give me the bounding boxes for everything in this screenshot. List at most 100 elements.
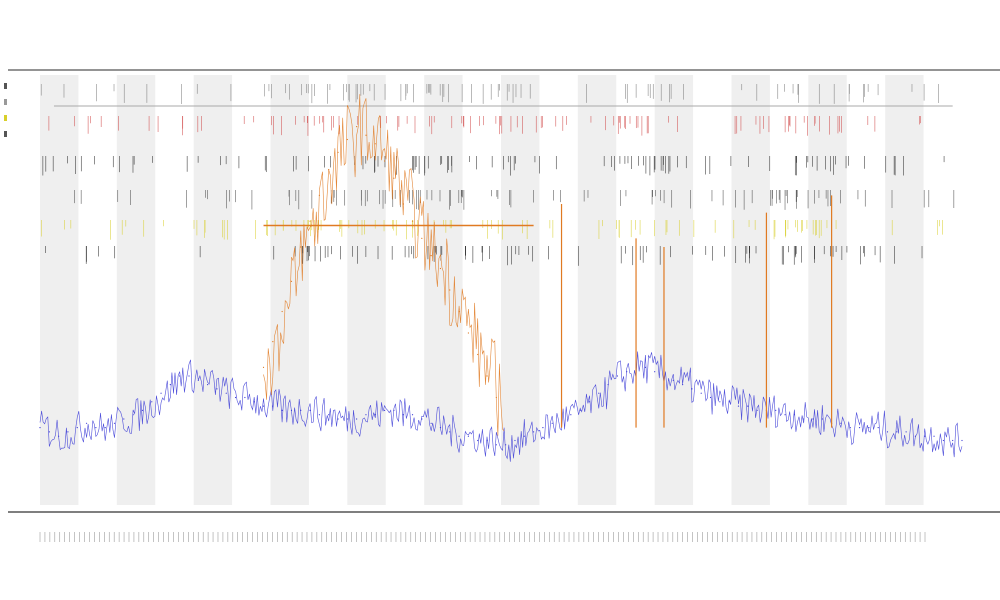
series-point: [551, 422, 553, 424]
legend: [4, 83, 7, 137]
series-point: [458, 310, 460, 313]
series-point: [570, 414, 572, 416]
band-14: [577, 75, 617, 505]
series-point: [374, 414, 376, 416]
series-point: [328, 414, 330, 416]
x-tick-labels: [39, 532, 926, 542]
series-point: [48, 431, 50, 433]
band-0: [40, 75, 79, 505]
series-point: [383, 160, 386, 162]
series-point: [272, 341, 274, 343]
series-point: [523, 435, 525, 437]
band-22: [885, 75, 924, 505]
legend-swatch-0: [4, 83, 7, 89]
series-point: [346, 418, 348, 420]
series-point: [374, 143, 376, 145]
series-point: [654, 371, 656, 373]
background-bands: [40, 75, 924, 505]
band-18: [731, 75, 770, 505]
series-point: [812, 418, 814, 420]
series-point: [486, 439, 488, 442]
series-point: [430, 422, 432, 424]
series-point: [179, 375, 181, 377]
series-point: [700, 392, 702, 394]
series-point: [169, 384, 171, 386]
series-point: [505, 444, 507, 446]
series-point: [411, 414, 414, 416]
series-point: [421, 237, 423, 239]
series-point: [775, 409, 777, 411]
series-point: [300, 246, 302, 248]
series-point: [728, 401, 730, 403]
series-point: [933, 435, 935, 437]
legend-swatch-1: [4, 99, 7, 105]
series-point: [290, 409, 293, 411]
series-lines: [39, 94, 963, 462]
series-point: [849, 427, 851, 429]
series-point: [868, 427, 870, 429]
series-point: [95, 427, 97, 429]
series-point: [458, 435, 460, 437]
track-row-1: [40, 84, 939, 104]
series-point: [719, 401, 721, 403]
series-point: [337, 418, 339, 420]
series-point: [952, 439, 954, 442]
series-point: [542, 427, 544, 429]
series-point: [393, 177, 395, 179]
series-point: [682, 384, 684, 386]
series-point: [896, 431, 898, 433]
series-point: [244, 396, 246, 399]
series-point: [840, 422, 842, 424]
series-point: [756, 409, 758, 411]
series-point: [532, 431, 535, 433]
series-point: [821, 418, 823, 420]
series-point: [607, 384, 609, 386]
series-point: [784, 414, 786, 416]
series-point: [262, 366, 265, 368]
series-point: [272, 405, 274, 407]
series-point: [253, 401, 255, 403]
series-point: [905, 431, 907, 433]
series-point: [113, 422, 116, 424]
series-point: [262, 405, 265, 407]
series-point: [961, 439, 963, 442]
series-point: [104, 427, 106, 429]
series-point: [76, 427, 78, 429]
series-point: [467, 332, 470, 334]
series-point: [793, 414, 795, 416]
series-point: [421, 418, 423, 420]
series-point: [477, 439, 479, 442]
band-4: [193, 75, 233, 505]
series-point: [402, 414, 404, 416]
series-point: [234, 396, 237, 399]
series-point: [495, 444, 497, 446]
series-point: [328, 169, 330, 171]
series-point: [290, 280, 293, 282]
series-point: [747, 405, 749, 407]
series-point: [356, 418, 358, 420]
series-point: [318, 194, 320, 196]
band-2: [116, 75, 156, 505]
series-point: [39, 427, 41, 429]
series-point: [356, 126, 358, 128]
series-point: [188, 375, 190, 377]
series-point: [886, 431, 889, 433]
series-point: [877, 427, 879, 429]
series-point: [225, 392, 227, 394]
series-point: [207, 384, 209, 386]
series-point: [439, 427, 442, 429]
series-point: [477, 353, 479, 356]
series-point: [411, 220, 414, 222]
series-point: [467, 435, 470, 437]
series-line-0: [39, 351, 963, 462]
series-point: [281, 409, 283, 411]
series-point: [598, 392, 600, 394]
series-point: [588, 401, 591, 403]
spikes: [560, 195, 833, 428]
series-point: [626, 371, 628, 373]
series-point: [737, 405, 740, 407]
series-point: [132, 414, 134, 416]
track-row-5: [40, 220, 943, 240]
series-point: [439, 267, 442, 270]
